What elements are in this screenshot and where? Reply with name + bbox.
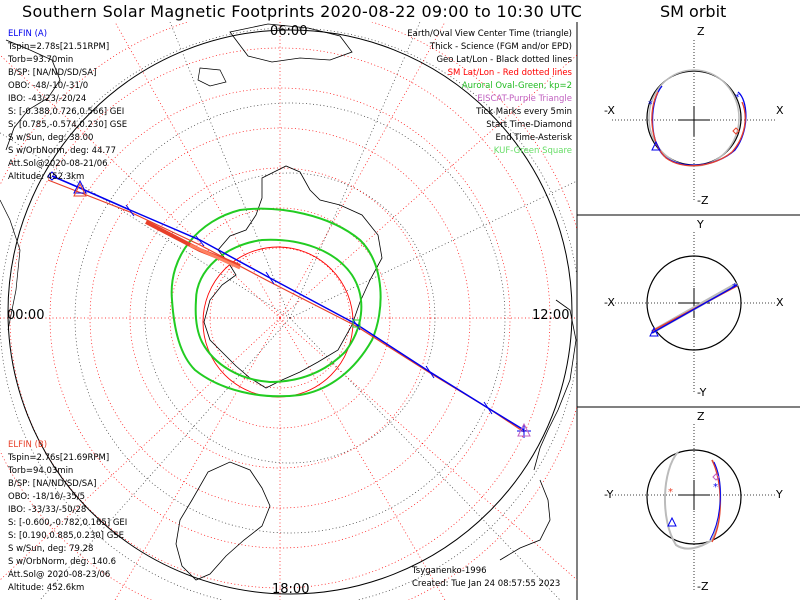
legend-item: EISCAT-Purple Triangle xyxy=(477,94,572,104)
elfin-b-line: S: [-0.600,-0.782,0.165] GEI xyxy=(8,518,128,528)
legend-item: Earth/Oval View Center Time (triangle) xyxy=(407,29,572,39)
page-title: Southern Solar Magnetic Footprints 2020-… xyxy=(22,2,583,21)
legend-item: KUF-Green Square xyxy=(493,146,572,156)
elfin-a-line: S w/Sun, deg: 38.00 xyxy=(8,133,94,143)
map-bottom-label: 18:00 xyxy=(272,582,310,597)
start-diamond-a xyxy=(47,171,57,181)
sm-orbit-yz: * * xyxy=(612,424,776,590)
axis-label: -X xyxy=(604,296,615,309)
legend-item: Thick - Science (FGM and/or EPD) xyxy=(429,42,572,52)
elfin-b-line: B/SP: [NA/ND/SD/SA] xyxy=(8,479,97,489)
elfin-b-line: IBO: -33/33/-50/28 xyxy=(8,505,87,515)
sm-orbit-xz: * * xyxy=(612,40,776,200)
left-coastline xyxy=(5,39,61,151)
elfin-b-line: S w/OrbNorm, deg: 140.6 xyxy=(8,557,117,567)
credit-text: Tsyganenko-1996 xyxy=(412,566,487,576)
legend-item: SM Lat/Lon - Red dotted lines xyxy=(447,68,572,78)
svg-text:*: * xyxy=(713,482,718,493)
elfin-a-line: Att.Sol@2020-08-21/06 xyxy=(8,159,108,169)
axis-label: Y xyxy=(697,218,704,231)
axis-label: X xyxy=(776,104,784,117)
elfin-a-line: S: [-0.388,0.726,0.566] GEI xyxy=(8,107,125,117)
legend-item: End Time-Asterisk xyxy=(495,133,572,143)
axis-label: Z xyxy=(697,25,705,38)
elfin-a-line: S w/OrbNorm, deg: 44.77 xyxy=(8,146,117,156)
map-right-label: 12:00 xyxy=(532,308,570,323)
elfin-a-line: OBO: -48/-10/-31/0 xyxy=(8,81,89,91)
africa-coastline xyxy=(533,299,577,471)
elfin-b-line: Torb=94.03min xyxy=(8,466,74,476)
legend-item: Auroral Oval-Green, kp=2 xyxy=(461,81,572,91)
south-america-coastline xyxy=(175,461,271,581)
elfin-a-title: ELFIN (A) xyxy=(8,29,48,39)
kuf-square xyxy=(352,319,361,328)
legend: Earth/Oval View Center Time (triangle) T… xyxy=(407,28,572,158)
elfin-b-line: OBO: -18/16/-35/5 xyxy=(8,492,86,502)
legend-item: Tick Marks every 5min xyxy=(476,107,572,117)
elfin-b-line: Att.Sol@ 2020-08-23/06 xyxy=(8,570,111,580)
axis-label: -Y xyxy=(604,488,614,501)
axis-label: -Y xyxy=(697,386,707,399)
antarctica-coastline xyxy=(203,165,383,389)
elfin-a-line: Altitude: 452.3km xyxy=(8,172,85,182)
auroral-oval-inner xyxy=(194,238,363,384)
legend-item: Geo Lat/Lon - Black dotted lines xyxy=(436,55,572,65)
australia-coastline xyxy=(229,23,353,63)
map-left-label: 00:00 xyxy=(7,308,45,323)
view-center-triangle-a xyxy=(73,179,87,194)
axis-label: Y xyxy=(776,488,783,501)
axis-label: Z xyxy=(697,410,705,423)
island-coastline xyxy=(197,67,227,87)
elfin-b-line: Tspin=2.76s[21.69RPM] xyxy=(8,453,110,463)
elfin-a-line: IBO: -43/23/-20/24 xyxy=(8,94,87,104)
eiscat-triangle xyxy=(517,422,531,437)
svg-text:*: * xyxy=(668,487,673,498)
auroral-oval-outer xyxy=(170,207,382,398)
africa-coastline xyxy=(499,479,551,561)
svg-text:*: * xyxy=(732,282,737,293)
elfin-a-line: Torb=93.70min xyxy=(8,55,74,65)
created-timestamp: Created: Tue Jan 24 08:57:55 2023 xyxy=(412,579,561,589)
axis-label: -X xyxy=(604,104,615,117)
view-center-triangle-b xyxy=(73,182,87,197)
elfin-a-line: S: [0.785,-0.574,0.230] GSE xyxy=(8,120,128,130)
elfin-b-line: S w/Sun, deg: 79.28 xyxy=(8,544,94,554)
elfin-a-info: ELFIN (A) Tspin=2.78s[21.51RPM] Torb=93.… xyxy=(8,28,127,184)
sm-orbit-xy: * xyxy=(612,232,776,392)
svg-text:*: * xyxy=(648,100,653,110)
elfin-b-info: ELFIN (B) Tspin=2.76s[21.69RPM] Torb=94.… xyxy=(8,439,127,595)
axis-label: X xyxy=(776,296,784,309)
legend-item: Start Time-Diamond xyxy=(486,120,572,130)
map-top-label: 06:00 xyxy=(270,24,308,39)
left-coastline xyxy=(0,199,21,331)
elfin-a-line: Tspin=2.78s[21.51RPM] xyxy=(8,42,110,52)
elfin-b-line: S: [0.190,0.885,0.230] GSE xyxy=(8,531,125,541)
elfin-b-title: ELFIN (B) xyxy=(8,440,48,450)
elfin-a-line: B/SP: [NA/ND/SD/SA] xyxy=(8,68,97,78)
axis-label: -Z xyxy=(697,580,709,593)
svg-text:*: * xyxy=(735,93,740,103)
earth-outline xyxy=(7,29,573,595)
sm-orbit-title: SM orbit xyxy=(660,2,727,21)
axis-label: -Z xyxy=(697,194,709,207)
elfin-b-line: Altitude: 452.6km xyxy=(8,583,85,593)
